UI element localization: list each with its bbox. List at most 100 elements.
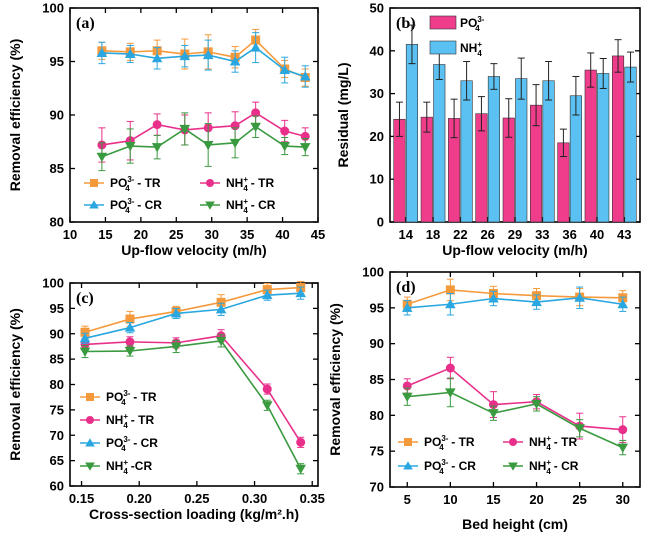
bar: [515, 78, 528, 223]
series-PO-CR: [401, 286, 629, 316]
data-point: [229, 138, 241, 149]
data-point: [531, 399, 542, 410]
legend-label-base: NH: [226, 176, 243, 190]
data-point: [152, 120, 162, 130]
x-tick-label: 26: [480, 227, 494, 242]
y-tick-label: 80: [50, 377, 64, 392]
series-PO-TR: [80, 280, 306, 339]
legend-label-base: NH: [529, 459, 546, 473]
legend-label-sub: 4: [546, 467, 551, 476]
legend-label-suffix: - CR: [550, 459, 578, 473]
series-line: [407, 296, 623, 309]
legend-marker: [205, 201, 215, 210]
x-tick-label: 0.20: [127, 491, 152, 506]
y-tick-label: 75: [370, 444, 384, 459]
bar: [420, 116, 433, 223]
x-axis-label: Up-flow velocity (m/h): [121, 242, 266, 258]
legend-label-base: NH: [106, 413, 123, 427]
legend-label: PO3-4 - CR: [106, 435, 158, 453]
series-line: [84, 292, 301, 340]
y-tick-label: 80: [370, 408, 384, 423]
series-line: [407, 391, 624, 449]
legend-label-sub: 4: [121, 398, 126, 407]
legend-label-base: PO: [110, 176, 127, 190]
data-point: [124, 48, 136, 59]
x-axis-label: Bed height (cm): [462, 516, 568, 532]
x-tick-label: 22: [453, 227, 467, 242]
plot-frame: [389, 271, 641, 488]
legend-label-sub: 4: [243, 206, 248, 215]
legend-marker: [508, 462, 518, 471]
legend-label-sup: +: [243, 175, 248, 184]
x-tick-label: 35: [240, 227, 254, 242]
series-PO-TR: [402, 278, 628, 312]
data-point: [574, 424, 585, 434]
legend-marker: [509, 438, 517, 446]
legend-label: PO3-4 - CR: [110, 197, 162, 215]
legend-label-sup: +: [477, 40, 482, 49]
y-tick-label: 100: [42, 276, 64, 291]
legend-label-base: NH: [106, 459, 123, 473]
data-point: [574, 292, 585, 302]
series-NH-TR: [97, 101, 310, 163]
legend-marker: [85, 462, 95, 471]
series-NH-CR: [96, 112, 311, 172]
data-point: [262, 384, 272, 394]
legend-label-sub: 4: [123, 421, 128, 430]
data-point: [617, 298, 629, 309]
legend-label: PO3-4: [460, 15, 485, 33]
legend-swatch: [429, 40, 457, 55]
legend-label-sup: 3-: [127, 175, 134, 184]
x-tick-label: 20: [529, 492, 543, 507]
data-point: [229, 56, 241, 66]
x-tick-label: 25: [572, 492, 586, 507]
legend-label-base: NH: [226, 198, 243, 212]
legend-label-sup: 3-: [123, 389, 130, 398]
legend-label: NH+ 4: [460, 40, 482, 58]
legend-label: PO3-4 - TR: [110, 175, 161, 193]
data-point: [202, 140, 214, 151]
plot-frame: [69, 7, 319, 223]
x-tick-label: 10: [63, 227, 77, 242]
x-tick-label: 45: [311, 227, 325, 242]
data-point: [280, 126, 290, 136]
legend-label-sub: 4: [125, 206, 130, 215]
legend-label-suffix: - TR: [448, 435, 475, 449]
data-point: [170, 342, 182, 352]
y-tick-label: 75: [50, 402, 64, 417]
data-point: [215, 304, 227, 314]
x-axis-label: Cross-section loading (kg/m².h): [89, 506, 299, 522]
legend-label-base: NH: [460, 41, 477, 55]
series-NH-CR: [79, 334, 306, 475]
legend-label-suffix: - TR: [130, 390, 157, 404]
legend-label-sup: +: [123, 458, 128, 467]
bar: [624, 66, 637, 223]
legend-label-sub: 4: [243, 184, 248, 193]
data-point: [617, 443, 629, 453]
series-NH-TR: [80, 329, 306, 448]
data-point: [299, 71, 311, 81]
x-tick-label: 20: [134, 227, 148, 242]
series-PO-CR: [79, 286, 306, 344]
x-tick-label: 33: [535, 227, 549, 242]
data-point: [296, 437, 306, 447]
legend-marker: [90, 179, 98, 187]
legend-label-base: PO: [460, 16, 477, 30]
legend-label-base: PO: [424, 459, 441, 473]
data-point: [179, 124, 191, 135]
x-tick-label: 36: [562, 227, 576, 242]
series-line: [84, 286, 301, 333]
legend-label-sup: 3-: [441, 458, 448, 467]
x-tick-label: 29: [508, 227, 522, 242]
plot-frame: [69, 282, 319, 487]
series-line: [406, 289, 623, 306]
x-tick-label: 30: [616, 492, 630, 507]
legend-label-sup: 3-: [123, 435, 130, 444]
legend-label-sup: 3-: [127, 197, 134, 206]
legend-label-suffix: - TR: [127, 413, 154, 427]
bar: [487, 76, 500, 223]
y-tick-label: 85: [50, 352, 64, 367]
